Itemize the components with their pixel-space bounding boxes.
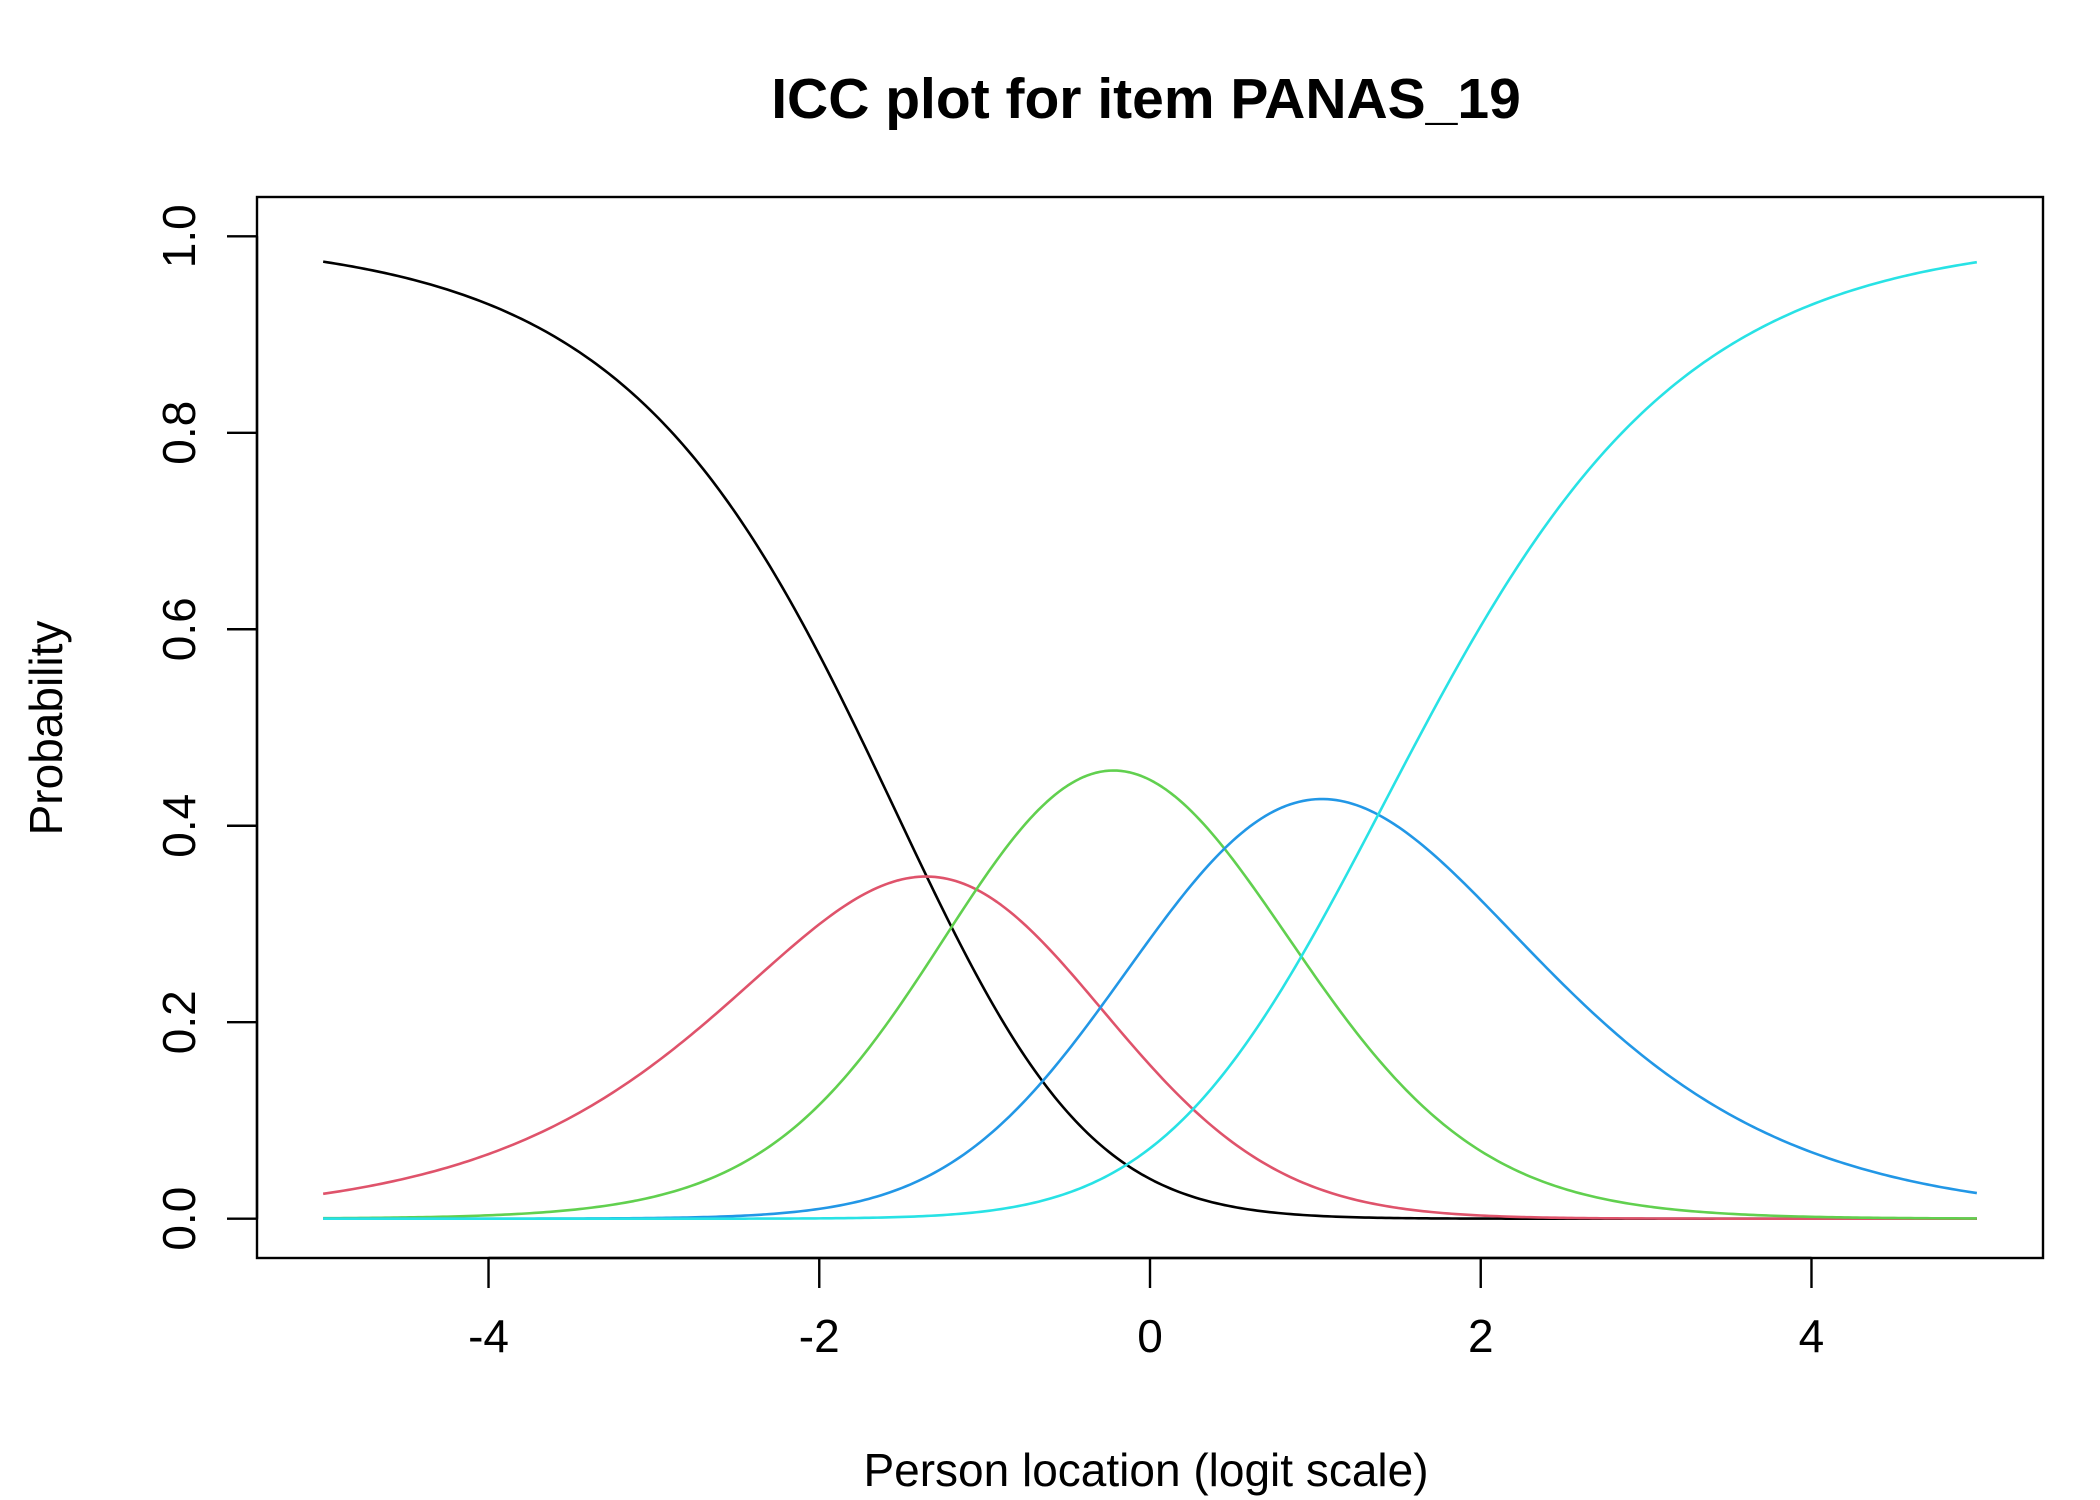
x-tick-label: 2 xyxy=(1468,1310,1494,1362)
y-axis-label: Probability xyxy=(20,621,72,836)
y-tick-label: 0.8 xyxy=(153,401,205,465)
x-tick-label: -2 xyxy=(799,1310,840,1362)
y-tick-label: 1.0 xyxy=(153,204,205,268)
x-axis-label: Person location (logit scale) xyxy=(863,1444,1428,1496)
x-tick-label: 0 xyxy=(1137,1310,1163,1362)
chart-title: ICC plot for item PANAS_19 xyxy=(771,67,1521,131)
y-tick-label: 0.2 xyxy=(153,990,205,1054)
y-axis: 0.0 0.2 0.4 0.6 0.8 1.0 xyxy=(153,204,259,1251)
category-1-curve xyxy=(322,875,1977,1220)
y-tick-label: 0.6 xyxy=(153,597,205,661)
category-4-curve xyxy=(323,260,1978,1220)
category-2-curve xyxy=(323,769,1977,1220)
y-tick-label: 0.0 xyxy=(153,1187,205,1251)
curve-layer xyxy=(322,260,1978,1220)
y-tick-label: 0.4 xyxy=(153,794,205,858)
x-axis: -4 -2 0 2 4 xyxy=(468,1256,1825,1362)
x-tick-label: -4 xyxy=(468,1310,509,1362)
x-tick-label: 4 xyxy=(1799,1310,1825,1362)
